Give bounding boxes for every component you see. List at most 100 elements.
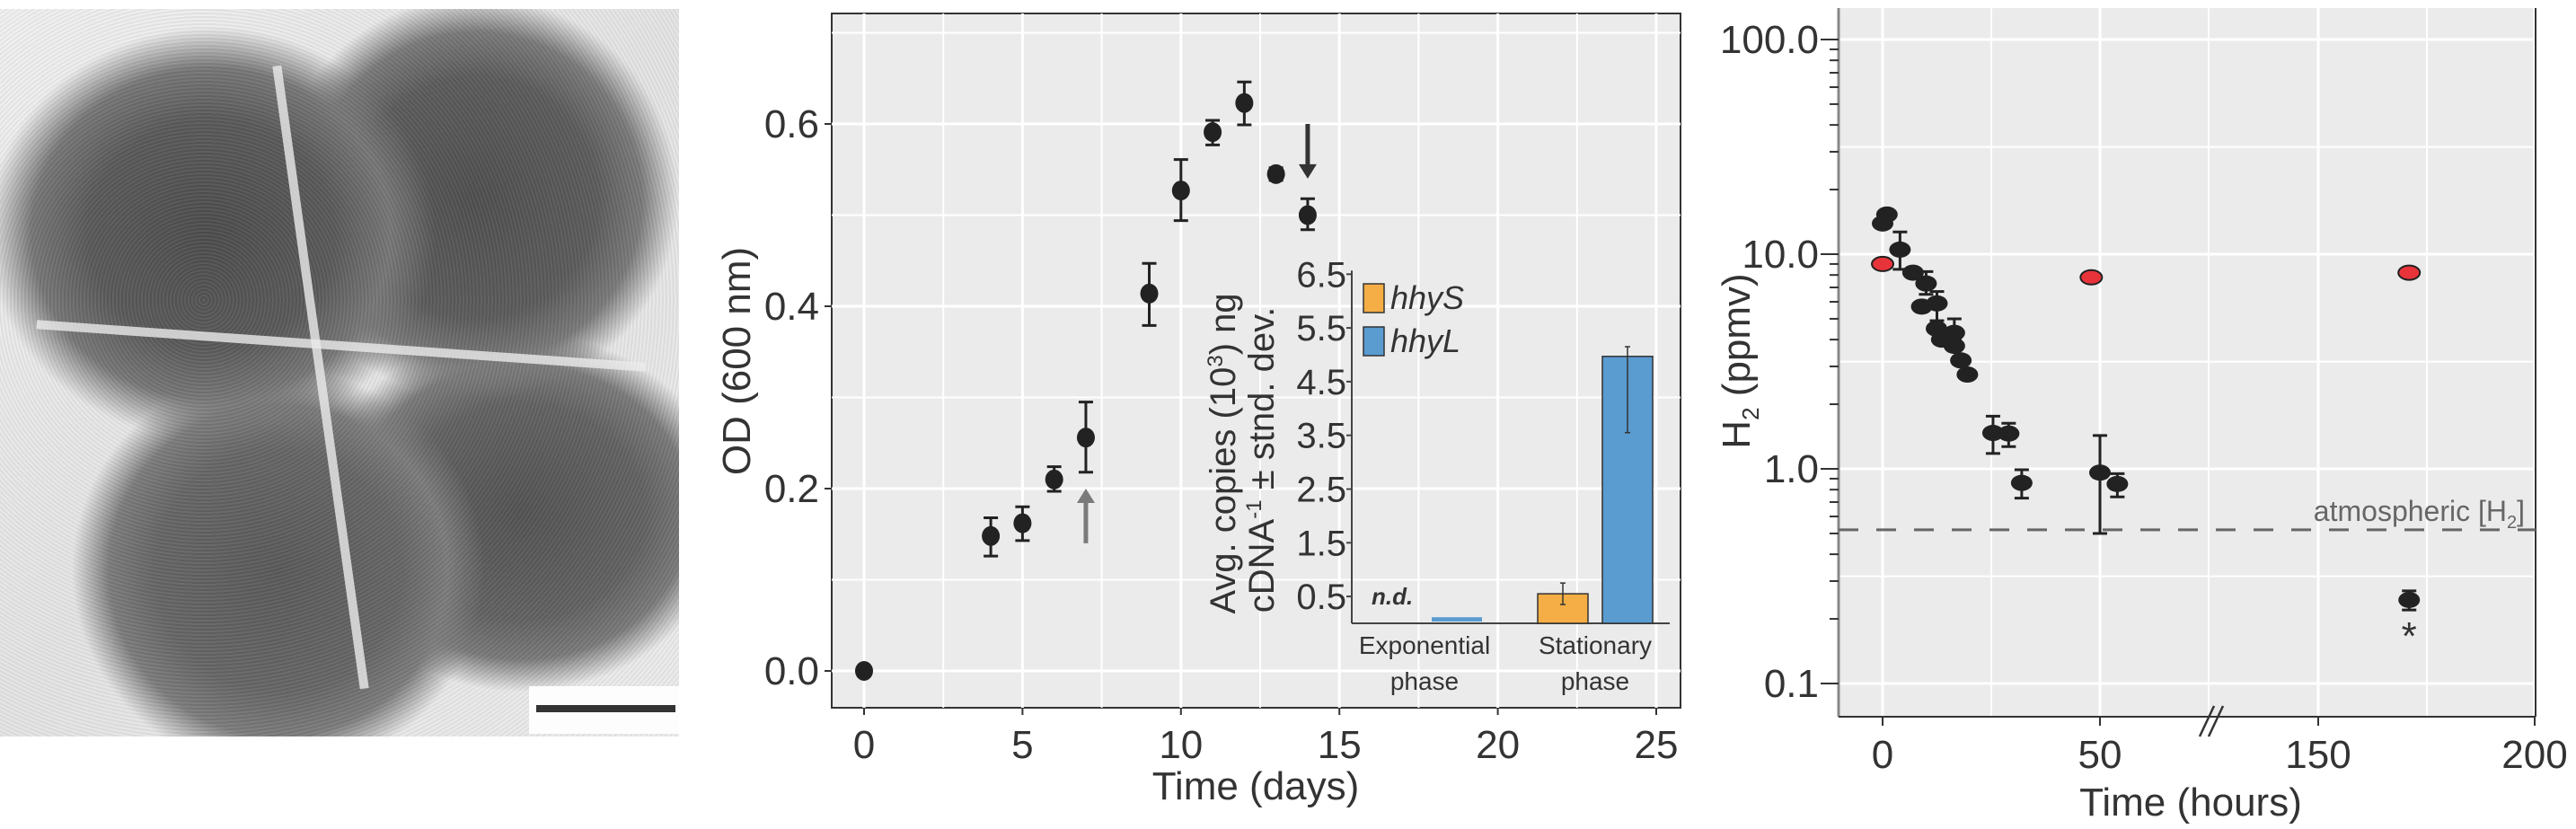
growth-y-tick-label: 0.0: [764, 649, 819, 693]
h2-x-axis-title: Time (hours): [2079, 780, 2302, 825]
legend-label-hhyS: hhyS: [1390, 279, 1464, 316]
gene-expression-inset: 0.5 1.5 2.5 3.5 4.5 5.5 6.5 Avg. copies (103) n…: [1204, 255, 1670, 695]
growth-data-marks: [855, 80, 1317, 681]
inset-y-title-text: ± stnd. dev.: [1242, 307, 1282, 500]
growth-data-point: [1045, 469, 1063, 489]
h2-culture-point: [1998, 425, 2020, 442]
significance-asterisk: *: [2402, 614, 2417, 658]
h2-culture-point: [1926, 295, 1948, 312]
growth-data-point: [1171, 181, 1190, 201]
h2-x-tick-label: 150: [2285, 733, 2351, 777]
growth-x-tick-label: 0: [853, 723, 875, 767]
h2-axes: 0.1 1.0 10.0 100.0 0 50 150 200: [1720, 18, 2568, 777]
growth-axes: 0.0 0.2 0.4 0.6 0 5 10 15 20 25: [764, 102, 1679, 767]
growth-grid: [832, 13, 1681, 708]
h2-culture-point: [2398, 591, 2421, 608]
inset-category-label: Exponential: [1359, 631, 1490, 659]
inset-category-label: Stationary: [1539, 631, 1652, 659]
h2-y-tick-label: 0.1: [1764, 662, 1819, 706]
atmospheric-h2-label-text: atmospheric [H: [2314, 495, 2507, 527]
electron-micrograph: [0, 9, 679, 736]
h2-control-point: [2397, 264, 2422, 281]
scale-bar: [536, 705, 675, 712]
growth-curve-chart: 0.0 0.2 0.4 0.6 0 5 10 15 20 25 0.5 1.5 2.5 3.5 4.5 5.…: [715, 13, 1681, 808]
inset-bar-hhyL: [1601, 356, 1654, 624]
h2-y-tick-label: 1.0: [1764, 447, 1819, 491]
h2-control-point: [2079, 269, 2104, 286]
h2-culture-point: [2106, 475, 2129, 492]
growth-x-tick-label: 20: [1476, 723, 1520, 767]
inset-y-title-superscript: -1: [1242, 499, 1266, 518]
inset-y-tick-label: 6.5: [1296, 255, 1346, 295]
growth-x-tick-label: 10: [1159, 723, 1203, 767]
down-arrow-head-icon: [1298, 163, 1317, 179]
up-arrow-head-icon: [1076, 489, 1095, 503]
h2-y-axis-subscript: 2: [1737, 407, 1764, 419]
inset-category-label: phase: [1390, 667, 1459, 695]
growth-plot-background: [831, 13, 1681, 709]
h2-culture-point: [1943, 324, 1965, 341]
legend-label-hhyL: hhyL: [1390, 322, 1460, 359]
h2-culture-point: [1943, 338, 1965, 355]
h2-culture-point: [1950, 352, 1972, 369]
h2-y-tick-label: 100.0: [1720, 18, 1819, 62]
growth-data-point: [1140, 283, 1159, 304]
inset-y-tick-label: 5.5: [1296, 309, 1346, 348]
growth-data-point: [1204, 122, 1222, 143]
inset-not-detected-label: n.d.: [1372, 583, 1413, 610]
h2-culture-point: [1956, 366, 1979, 383]
growth-data-point: [1266, 163, 1285, 184]
inset-y-tick-label: 4.5: [1296, 363, 1346, 402]
growth-x-axis-title: Time (days): [1152, 764, 1360, 808]
h2-y-tick-label: 10.0: [1742, 233, 1819, 277]
h2-culture-point: [1981, 425, 2004, 442]
growth-y-tick-label: 0.6: [764, 102, 819, 146]
inset-bar-hhyL: [1432, 617, 1482, 622]
legend-swatch-hhyS: [1363, 283, 1385, 313]
growth-y-tick-label: 0.4: [764, 285, 819, 329]
h2-culture-point: [1875, 206, 1898, 223]
legend-swatch-hhyL: [1363, 326, 1385, 357]
inset-y-tick-label: 2.5: [1296, 471, 1346, 510]
atmospheric-h2-label-end: ]: [2517, 495, 2525, 527]
growth-data-point: [1235, 93, 1254, 113]
h2-x-tick-label: 200: [2501, 733, 2567, 777]
inset-y-tick-label: 0.5: [1296, 578, 1346, 617]
growth-y-axis-title: OD (600 nm): [715, 247, 759, 475]
inset-y-title-superscript: 3: [1204, 355, 1228, 366]
h2-culture-point: [2010, 474, 2033, 491]
axis-break-icon: [2207, 705, 2225, 737]
inset-y-axis-title-line2: cDNA-1 ± stnd. dev.: [1242, 307, 1282, 613]
h2-x-tick-label: 50: [2078, 733, 2122, 777]
inset-y-title-text: cDNA: [1242, 518, 1282, 613]
inset-y-title-text: Avg. copies (10: [1204, 367, 1243, 614]
growth-x-tick-label: 5: [1011, 723, 1033, 767]
axis-break-icon: [2198, 705, 2216, 737]
h2-data-marks: atmospheric [H2] *: [1839, 206, 2536, 658]
h2-culture-point: [1915, 275, 1937, 292]
inset-y-axis-title-line1: Avg. copies (103) ng: [1204, 293, 1243, 613]
h2-y-axis-title-end: (ppmv): [1715, 273, 1759, 407]
inset-y-tick-label: 3.5: [1296, 417, 1346, 456]
inset-category-label: phase: [1561, 667, 1629, 695]
atmospheric-h2-label-subscript: 2: [2507, 513, 2517, 533]
h2-culture-point: [2089, 464, 2111, 481]
atmospheric-h2-label: atmospheric [H2]: [2314, 495, 2525, 533]
growth-data-point: [1013, 513, 1032, 534]
h2-control-point: [1871, 255, 1894, 272]
growth-data-point: [1076, 428, 1095, 448]
h2-culture-point: [1889, 241, 1911, 258]
growth-data-point: [855, 661, 873, 681]
growth-y-tick-label: 0.2: [764, 467, 819, 511]
h2-x-tick-label: 0: [1872, 733, 1893, 777]
growth-x-tick-label: 25: [1635, 723, 1679, 767]
inset-y-title-text: ) ng: [1204, 293, 1243, 355]
h2-culture-point: [1901, 264, 1924, 281]
h2-y-axis-title: H2 (ppmv): [1715, 273, 1764, 448]
growth-x-tick-label: 15: [1318, 723, 1362, 767]
growth-data-point: [982, 525, 1001, 546]
inset-y-tick-label: 1.5: [1296, 524, 1346, 563]
growth-data-point: [1298, 205, 1317, 225]
